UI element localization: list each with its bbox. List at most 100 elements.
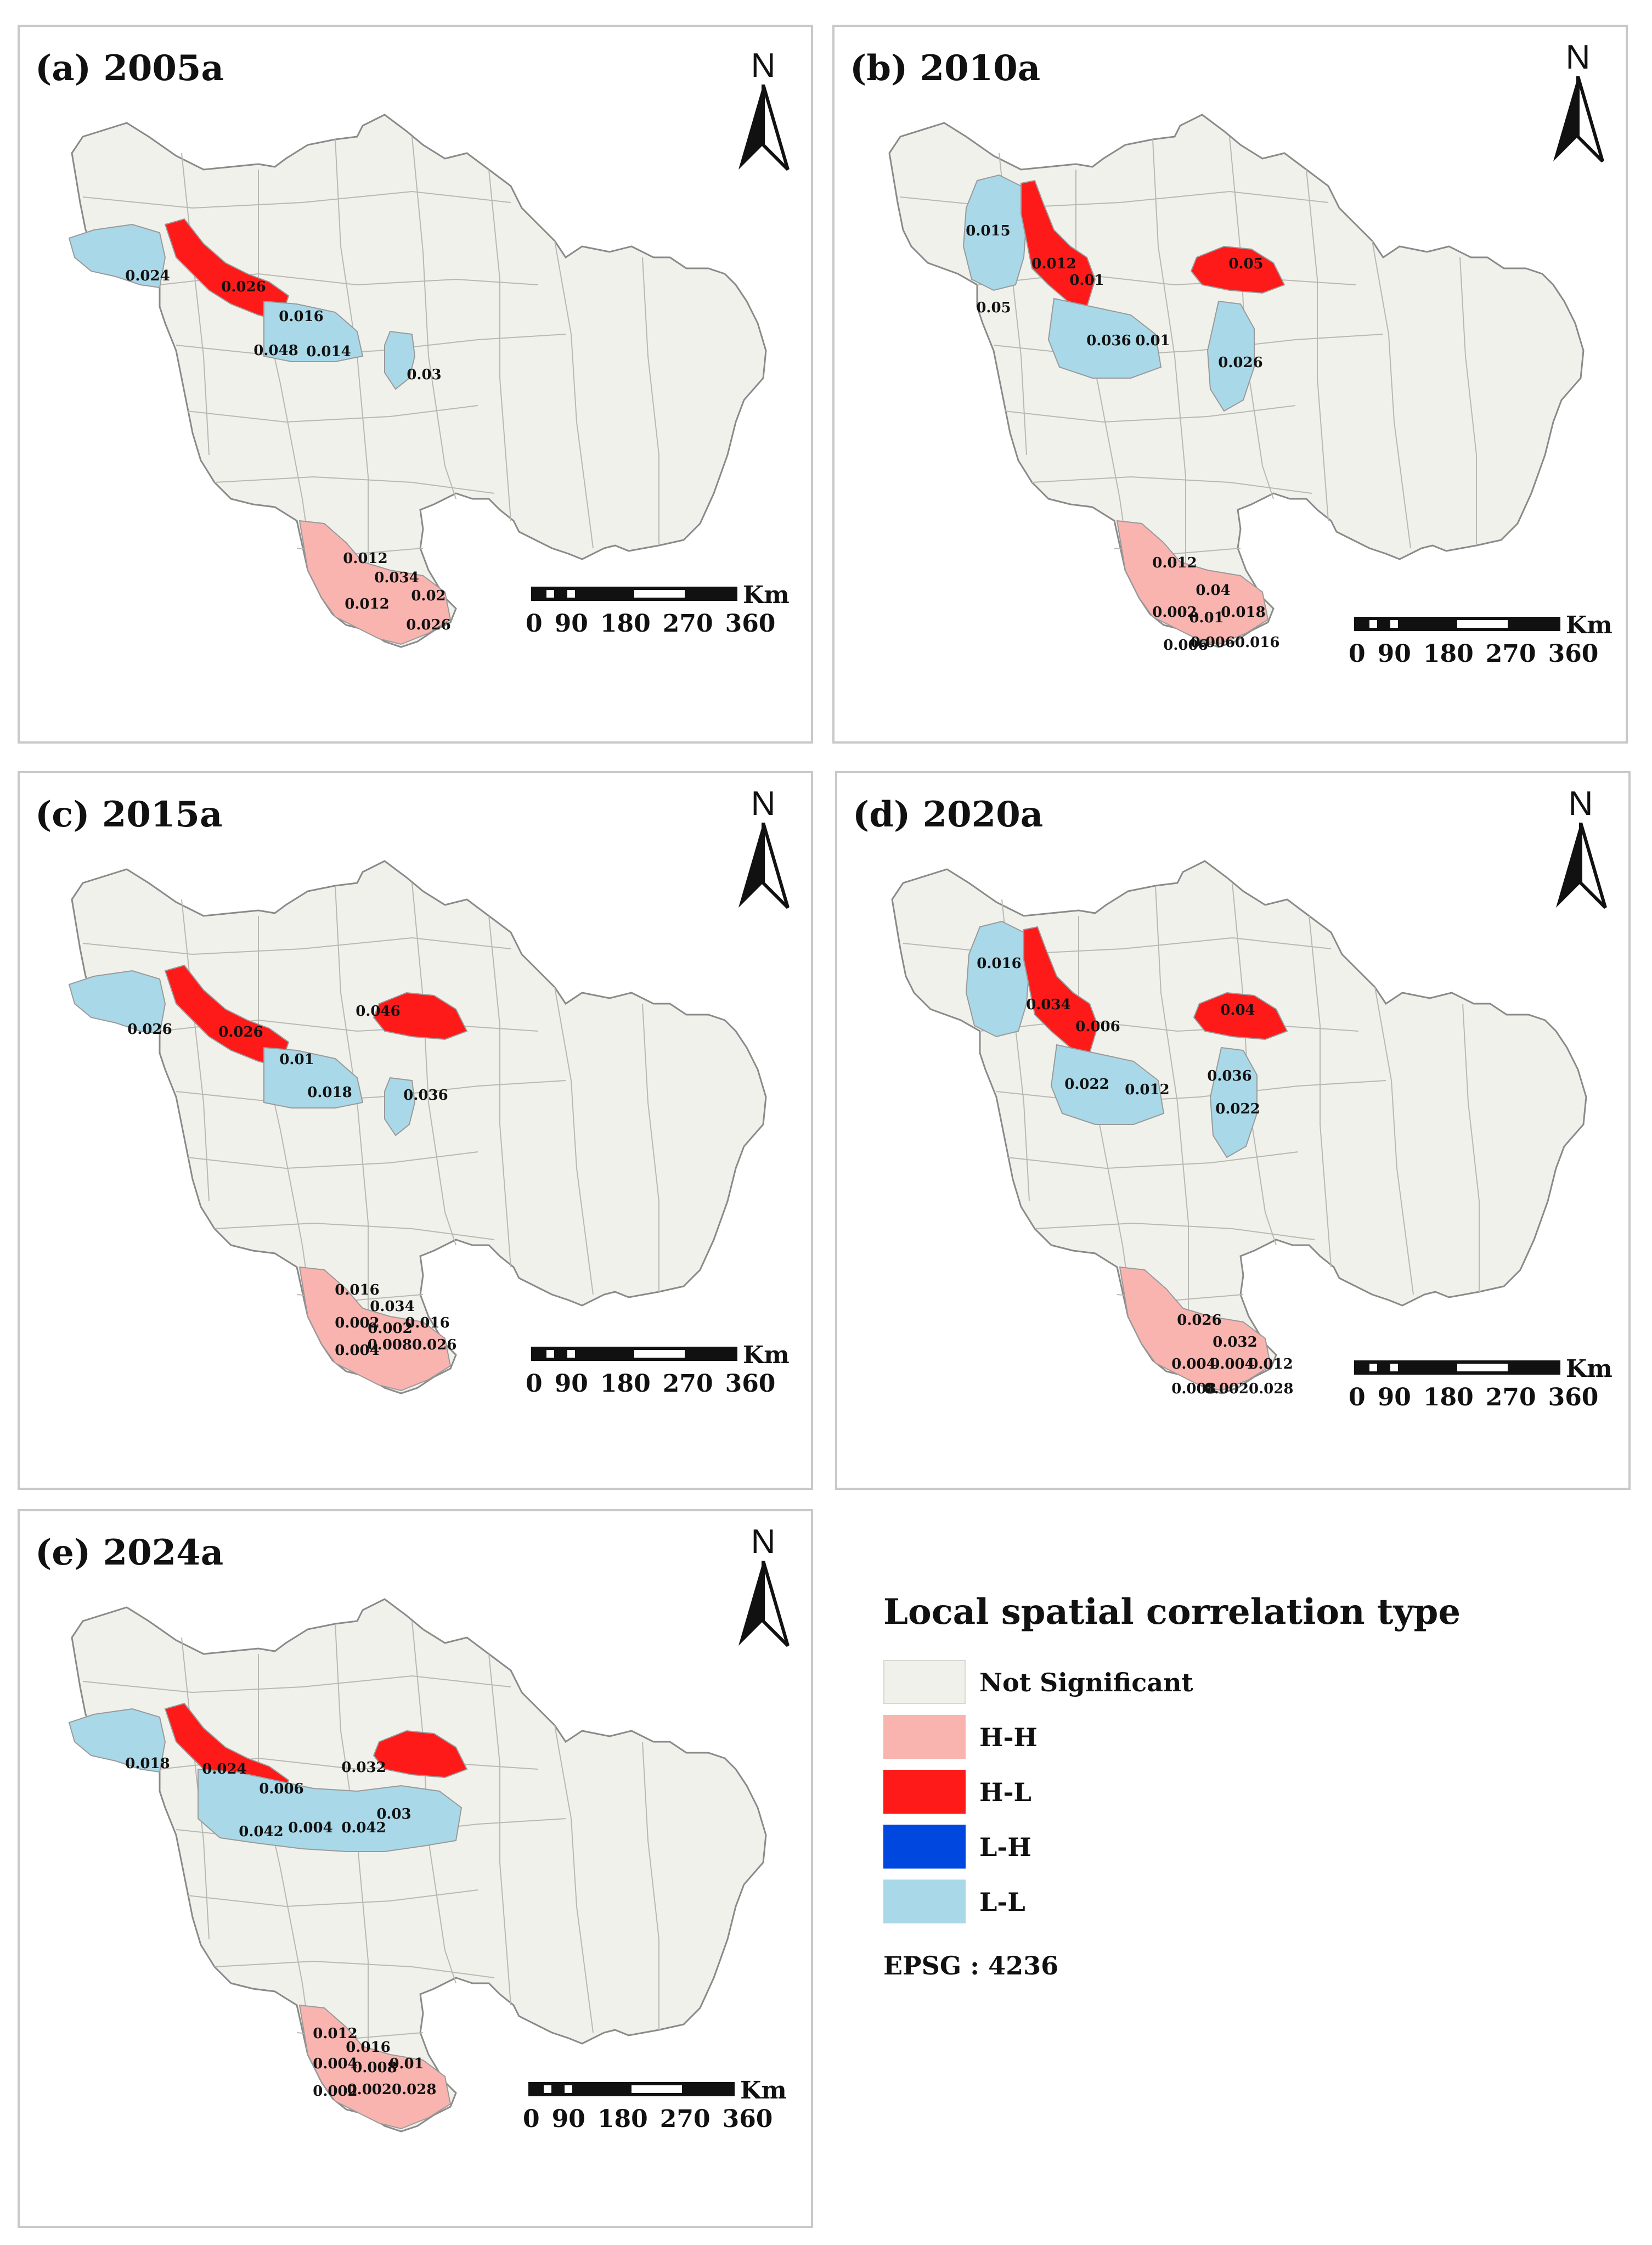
p-value-label-hh: 0.0020.028 xyxy=(1204,1381,1294,1397)
p-value-label-ll: 0.022 xyxy=(1064,1076,1109,1093)
county-boundary xyxy=(187,1889,478,1908)
county-boundary xyxy=(642,1003,659,1292)
p-value-label-ll: 0.026 xyxy=(1218,355,1262,371)
cluster-hl xyxy=(373,1730,468,1779)
county-boundary xyxy=(642,257,659,545)
scale-unit: Km xyxy=(1566,611,1612,639)
cluster-hh xyxy=(298,2004,452,2130)
region-outline xyxy=(71,860,767,1394)
county-boundary xyxy=(1007,1151,1299,1169)
p-value-label-ll: 0.05 xyxy=(976,300,1011,316)
county-boundary xyxy=(411,882,456,1246)
p-value-label-ll: 0.012 xyxy=(1125,1082,1169,1098)
p-value-label-ll: 0.03 xyxy=(376,1806,411,1822)
cluster-ll xyxy=(384,330,416,390)
scale-tick: 90 xyxy=(554,610,588,638)
scale-bar-graphic xyxy=(528,2082,735,2096)
p-value-label-hl: 0.046 xyxy=(356,1003,400,1020)
scale-bar: Km 0 90 180 270 360 xyxy=(1349,611,1612,672)
scale-bar: Km 0 90 180 270 360 xyxy=(523,2077,787,2137)
county-boundary xyxy=(488,1653,511,2006)
p-value-label-hh: 0.004 xyxy=(1210,1356,1254,1372)
p-value-label-hh: 0.002 xyxy=(368,1320,412,1337)
p-value-label-hh: 0.016 xyxy=(335,1282,379,1298)
county-boundary xyxy=(1306,169,1329,521)
county-boundary xyxy=(181,153,210,455)
cluster-ll xyxy=(263,1046,364,1109)
scale-unit: Km xyxy=(1566,1355,1612,1383)
p-value-label-hh: 0.004 xyxy=(1171,1356,1216,1372)
county-boundary xyxy=(1462,1003,1480,1292)
p-value-label-ll: 0.048 xyxy=(253,342,298,359)
p-value-label-hh: 0.01 xyxy=(1189,610,1224,626)
p-value-label-hl: 0.01 xyxy=(1069,272,1104,289)
scale-ticks: 0 90 180 270 360 xyxy=(1349,640,1610,668)
scale-tick: 180 xyxy=(1423,640,1474,668)
cluster-hl xyxy=(1023,926,1099,1054)
p-value-label-hh: 0.034 xyxy=(370,1298,414,1315)
p-value-label-hh: 0.012 xyxy=(313,2025,357,2042)
cluster-ll xyxy=(1209,1046,1258,1158)
cluster-ll xyxy=(962,174,1028,291)
north-arrow: N xyxy=(733,46,793,172)
cluster-hh xyxy=(1119,1266,1272,1392)
p-value-label-ll: 0.022 xyxy=(1215,1101,1260,1117)
county-boundary xyxy=(1034,1222,1315,1240)
p-value-label-hh: 0.026 xyxy=(1177,1312,1221,1329)
p-value-label-hl: 0.01 xyxy=(279,1051,314,1068)
legend-title: Local spatial correlation type xyxy=(883,1591,1461,1633)
scale-tick: 270 xyxy=(662,1370,713,1398)
p-value-label-ll: 0.018 xyxy=(307,1084,352,1101)
county-boundary xyxy=(214,1960,495,1978)
scale-bar: Km 0 90 180 270 360 xyxy=(526,581,790,642)
p-value-label-hh: 0.008 xyxy=(352,2060,397,2076)
cluster-ll xyxy=(68,970,166,1035)
p-value-label-hh: 0.006 xyxy=(1163,637,1208,654)
p-value-label-hh: 0.004 xyxy=(313,2056,357,2072)
region-outline xyxy=(71,114,767,648)
scale-unit: Km xyxy=(740,2077,787,2105)
p-value-label-hl: 0.024 xyxy=(202,1761,246,1777)
county-boundary xyxy=(214,476,495,494)
scale-tick: 360 xyxy=(1548,1383,1599,1411)
north-arrow-icon xyxy=(1553,76,1604,163)
scale-bar-graphic xyxy=(1354,1360,1560,1375)
cluster-hl xyxy=(1193,992,1288,1040)
county-boundary xyxy=(554,240,594,549)
county-boundary xyxy=(642,1741,659,2030)
p-value-label-hl: 0.034 xyxy=(1026,997,1070,1013)
north-label: N xyxy=(751,47,776,85)
p-value-label-ll: 0.014 xyxy=(306,344,351,360)
scale-bar: Km 0 90 180 270 360 xyxy=(526,1341,790,1402)
scale-tick: 360 xyxy=(722,2105,773,2133)
p-value-label-ll: 0.036 xyxy=(403,1087,448,1104)
legend-label: L-L xyxy=(979,1887,1025,1917)
county-boundary xyxy=(82,937,511,955)
p-value-label-ll: 0.004 xyxy=(288,1820,332,1836)
p-value-label-hh: 0.0060.016 xyxy=(1191,634,1280,651)
map-panel-2010: (b) 2010a 0.015 0.05 0.036 0.01 0.026 0.012 0.… xyxy=(832,25,1628,744)
scale-tick: 270 xyxy=(1485,1383,1536,1411)
cluster-hl xyxy=(1020,179,1096,308)
scale-ticks: 0 90 180 270 360 xyxy=(523,2105,785,2133)
p-value-label-hh: 0.002 xyxy=(313,2083,357,2100)
p-value-label-ll: 0.036 xyxy=(1086,333,1131,349)
cluster-ll xyxy=(1047,297,1162,379)
county-boundary xyxy=(82,1675,511,1693)
scale-tick: 360 xyxy=(1548,640,1599,668)
region-map: 0.016 0.022 0.012 0.036 0.022 0.034 0.006 0.04 0… xyxy=(891,860,1587,1397)
p-value-label-hl: 0.006 xyxy=(259,1781,303,1797)
county-boundary xyxy=(1031,476,1312,494)
scale-ticks: 0 90 180 270 360 xyxy=(526,1370,787,1398)
cluster-hh xyxy=(298,520,452,645)
legend-item-ll: L-L xyxy=(883,1880,1377,1923)
map-panel-2015: (c) 2015a 0.026 0.018 0.036 0.026 0.01 0.046 0… xyxy=(18,771,813,1490)
legend-swatch xyxy=(883,1825,966,1869)
county-boundary xyxy=(1372,240,1411,549)
scale-tick: 90 xyxy=(1377,640,1411,668)
epsg-label: EPSG : 4236 xyxy=(883,1951,1059,1980)
scale-tick: 180 xyxy=(600,610,651,638)
scale-tick: 360 xyxy=(725,1370,776,1398)
p-value-label-hh: 0.02 xyxy=(411,588,446,604)
